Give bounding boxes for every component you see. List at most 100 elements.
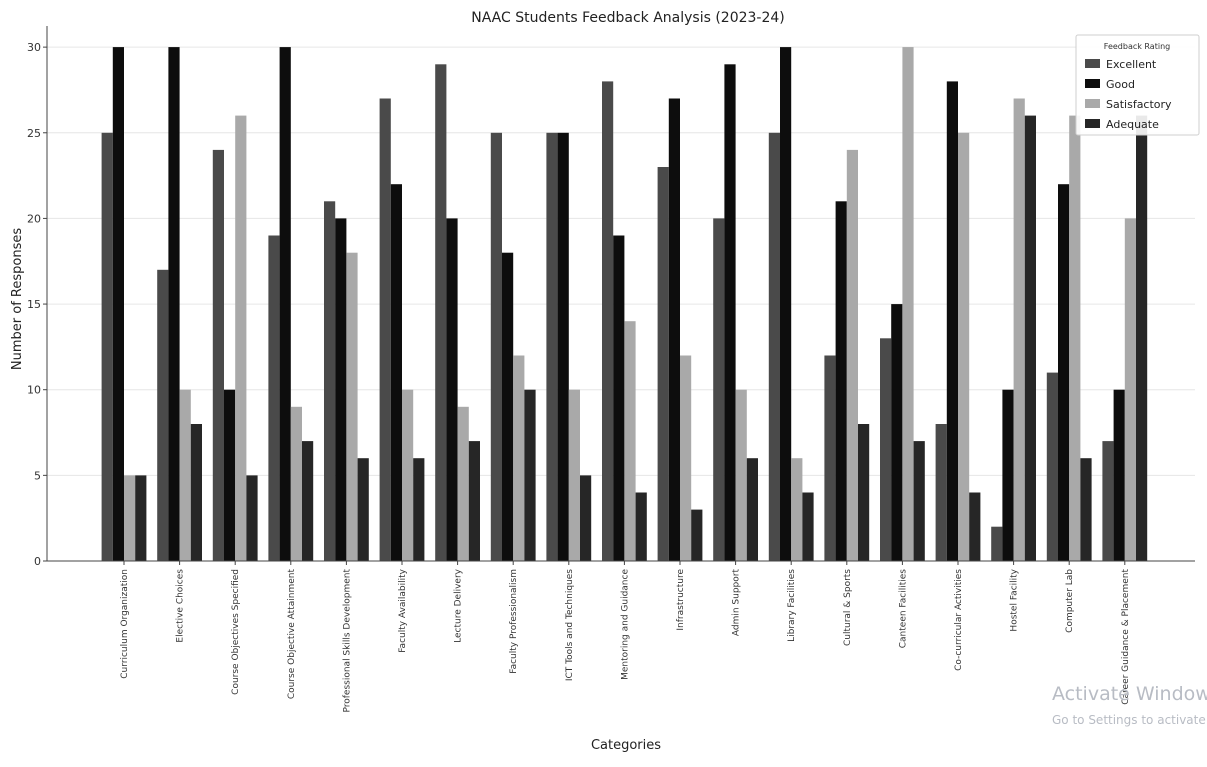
- bar-good-17: [1058, 184, 1070, 561]
- bar-adequate-3: [302, 441, 314, 561]
- y-tick-label: 30: [27, 41, 41, 54]
- bar-satisfactory-6: [457, 406, 469, 561]
- bar-excellent-4: [324, 201, 336, 562]
- legend-items: Excellent Good Satisfactory Adequate: [1085, 58, 1172, 131]
- bar-excellent-5: [379, 98, 391, 561]
- bar-excellent-6: [435, 64, 447, 562]
- bar-excellent-14: [880, 338, 892, 561]
- bar-satisfactory-7: [513, 355, 525, 561]
- bar-adequate-14: [913, 441, 925, 561]
- bar-satisfactory-11: [735, 389, 747, 561]
- bar-adequate-9: [635, 492, 647, 561]
- bar-good-6: [446, 218, 458, 561]
- bar-adequate-15: [969, 492, 981, 561]
- x-tick-label: Curriculum Organization: [120, 569, 130, 679]
- bar-good-15: [946, 81, 958, 562]
- bar-satisfactory-15: [958, 132, 970, 562]
- bar-satisfactory-18: [1124, 218, 1136, 561]
- x-tick-label: Canteen Facilities: [898, 569, 908, 649]
- bar-good-3: [279, 47, 291, 562]
- x-tick-label: Infrastructure: [676, 569, 686, 631]
- x-tick-label: Faculty Availability: [398, 568, 408, 652]
- bar-satisfactory-17: [1069, 115, 1081, 561]
- bar-adequate-6: [468, 441, 480, 561]
- bar-excellent-15: [935, 424, 947, 561]
- x-tick-label: Hostel Facility: [1010, 568, 1020, 631]
- x-tick-label: Library Facilities: [787, 569, 797, 642]
- legend-swatch-satisfactory: [1085, 99, 1100, 108]
- bar-adequate-17: [1080, 458, 1092, 561]
- bar-adequate-4: [357, 458, 369, 561]
- bar-adequate-13: [858, 424, 870, 561]
- bar-good-7: [502, 252, 514, 561]
- bar-adequate-7: [524, 389, 536, 561]
- bar-excellent-8: [546, 132, 558, 562]
- bar-excellent-7: [490, 132, 502, 562]
- y-tick-label: 20: [27, 212, 41, 225]
- bar-good-0: [112, 47, 124, 562]
- bar-good-2: [224, 389, 236, 561]
- bar-satisfactory-2: [235, 115, 247, 561]
- bar-good-5: [390, 184, 402, 561]
- x-tick-label: Career Guidance & Placement: [1121, 569, 1131, 705]
- legend-swatch-good: [1085, 79, 1100, 88]
- legend-label-satisfactory: Satisfactory: [1106, 98, 1172, 111]
- x-tick-label: Course Objective Attainment: [287, 569, 297, 700]
- bar-satisfactory-10: [680, 355, 692, 561]
- y-tick-labels: 0 5 10 15 20 25 30: [27, 41, 47, 568]
- legend: Feedback Rating Excellent Good Satisfactor…: [1075, 34, 1200, 136]
- bar-good-13: [835, 201, 847, 562]
- x-tick-label: Professional Skills Development: [342, 569, 352, 713]
- bar-good-18: [1113, 389, 1125, 561]
- bar-excellent-12: [768, 132, 780, 562]
- bar-satisfactory-16: [1013, 98, 1025, 561]
- bar-excellent-18: [1102, 441, 1114, 561]
- bar-satisfactory-14: [902, 47, 914, 562]
- x-tick-label: Co-curricular Activities: [954, 569, 964, 671]
- bar-satisfactory-3: [290, 406, 302, 561]
- x-tick-label: Course Objectives Specified: [231, 569, 241, 695]
- bar-adequate-18: [1136, 115, 1148, 561]
- bar-adequate-2: [246, 475, 258, 561]
- bar-good-4: [335, 218, 347, 561]
- bar-adequate-0: [135, 475, 147, 561]
- bar-satisfactory-8: [568, 389, 580, 561]
- bar-adequate-1: [190, 424, 202, 561]
- bar-excellent-3: [268, 235, 280, 561]
- bar-good-16: [1002, 389, 1014, 561]
- legend-box: [1075, 34, 1200, 136]
- x-tick-label: Cultural & Sports: [843, 569, 853, 646]
- bar-adequate-12: [802, 492, 814, 561]
- legend-label-adequate: Adequate: [1106, 118, 1159, 131]
- y-tick-label: 25: [27, 127, 41, 140]
- x-tick-label: Admin Support: [732, 569, 742, 637]
- x-tick-label: Elective Choices: [176, 569, 186, 643]
- x-tick-labels: Curriculum Organization Elective Choices C…: [120, 561, 1131, 713]
- bar-satisfactory-13: [846, 149, 858, 561]
- axes: [46, 26, 1195, 562]
- bar-excellent-11: [713, 218, 725, 561]
- bar-excellent-17: [1046, 372, 1058, 561]
- legend-label-good: Good: [1106, 78, 1135, 91]
- x-tick-label: Computer Lab: [1065, 569, 1075, 633]
- y-tick-label: 10: [27, 384, 41, 397]
- bar-good-14: [891, 304, 903, 561]
- bar-excellent-9: [602, 81, 614, 562]
- bar-good-10: [668, 98, 680, 561]
- bar-excellent-16: [991, 526, 1003, 561]
- legend-swatch-adequate: [1085, 119, 1100, 128]
- bar-adequate-8: [580, 475, 592, 561]
- bar-satisfactory-0: [124, 475, 136, 561]
- bar-good-1: [168, 47, 180, 562]
- bars-group: [101, 47, 1148, 562]
- bar-adequate-5: [413, 458, 425, 561]
- y-tick-label: 15: [27, 298, 41, 311]
- bar-excellent-0: [101, 132, 113, 562]
- x-tick-label: Lecture Delivery: [454, 568, 464, 643]
- legend-swatch-excellent: [1085, 59, 1100, 68]
- y-tick-label: 0: [34, 555, 41, 568]
- y-tick-label: 5: [34, 469, 41, 482]
- bar-good-9: [613, 235, 625, 561]
- x-tick-label: Faculty Professionalism: [509, 569, 519, 674]
